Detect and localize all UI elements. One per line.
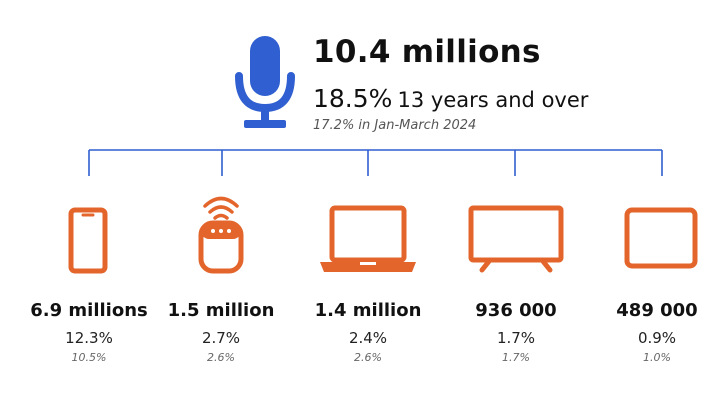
device-previous-share: 10.5% <box>71 351 107 364</box>
total-value: 10.4 millions <box>313 34 541 70</box>
population-label: 13 years and over <box>397 88 589 112</box>
previous-period: 17.2% in Jan-March 2024 <box>313 118 477 133</box>
device-value: 489 000 <box>616 300 698 321</box>
device-share: 2.7% <box>201 329 241 347</box>
device-tablet: 489 000 0.9% 1.0% <box>587 190 727 380</box>
total-summary: 10.4 millions 18.5% 13 years and over 17… <box>0 0 728 140</box>
device-previous-share: 2.6% <box>354 351 382 364</box>
total-share-line: 18.5% 13 years and over <box>313 84 588 113</box>
device-previous-share: 1.0% <box>643 351 671 364</box>
device-previous-share: 1.7% <box>502 351 530 364</box>
device-smart-speaker: 1.5 million 2.7% 2.6% <box>151 190 291 380</box>
smart-speaker-icon <box>198 196 244 274</box>
device-share: 2.4% <box>348 329 388 347</box>
device-value: 1.5 million <box>167 300 275 321</box>
tablet-icon <box>624 207 698 269</box>
device-value: 6.9 millions <box>30 300 148 321</box>
device-value: 1.4 million <box>314 300 422 321</box>
device-laptop: 1.4 million 2.4% 2.6% <box>298 190 438 380</box>
device-previous-share: 2.6% <box>207 351 235 364</box>
device-share: 12.3% <box>65 329 113 347</box>
microphone-icon <box>235 36 295 128</box>
device-share: 1.7% <box>496 329 536 347</box>
device-television: 936 000 1.7% 1.7% <box>446 190 586 380</box>
device-smartphone: 6.9 millions 12.3% 10.5% <box>19 190 159 380</box>
total-share: 18.5% <box>313 84 393 113</box>
smartphone-icon <box>68 207 108 274</box>
device-share: 0.9% <box>637 329 677 347</box>
television-icon <box>468 205 564 273</box>
laptop-icon <box>320 205 416 272</box>
device-value: 936 000 <box>475 300 557 321</box>
